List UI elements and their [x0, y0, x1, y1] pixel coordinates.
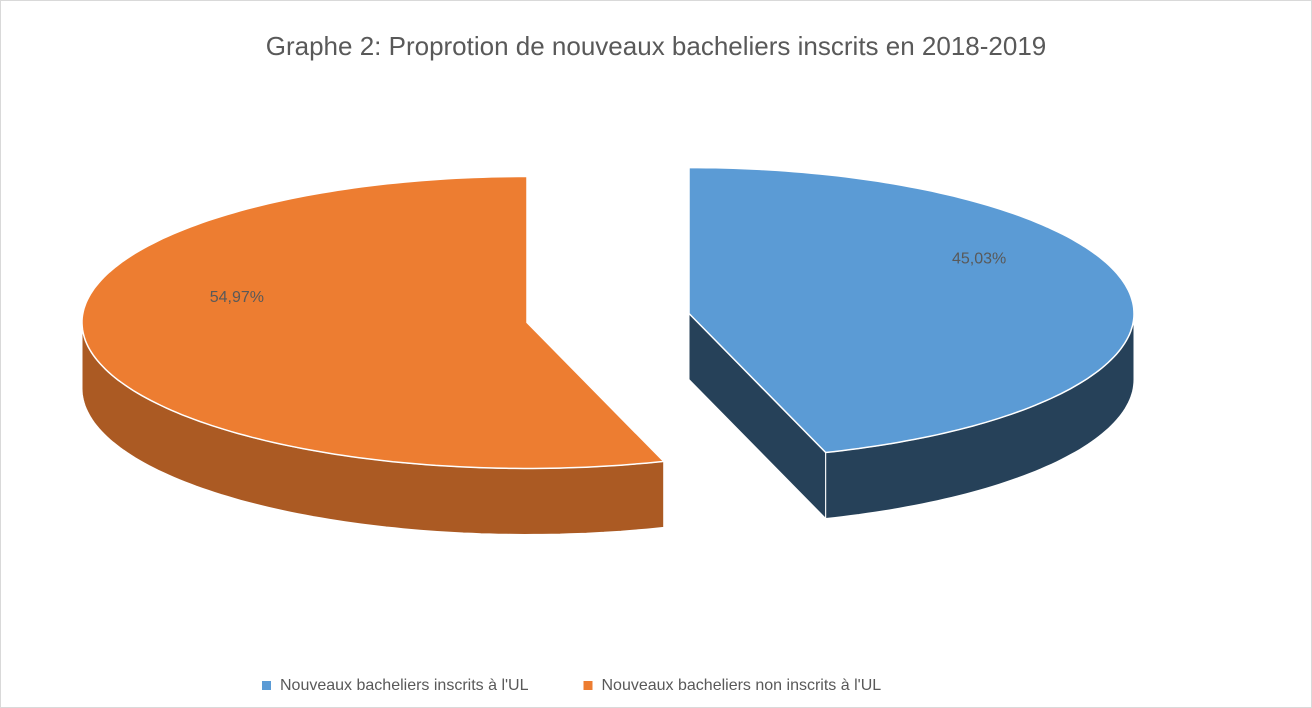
legend-label: Nouveaux bacheliers non inscrits à l'UL: [602, 677, 882, 694]
chart-title: Graphe 2: Proprotion de nouveaux bacheli…: [266, 31, 1047, 61]
legend-swatch: [262, 681, 271, 690]
data-label: 54,97%: [210, 289, 264, 306]
slice-top: [81, 175, 666, 470]
data-label: 45,03%: [952, 250, 1006, 267]
legend: Nouveaux bacheliers inscrits à l'UL Nouve…: [262, 677, 881, 694]
legend-label: Nouveaux bacheliers inscrits à l'UL: [280, 677, 529, 694]
pie-slice: [81, 175, 666, 536]
pie-slice: [688, 166, 1135, 520]
legend-swatch: [583, 681, 593, 690]
slice-top: [688, 166, 1135, 454]
